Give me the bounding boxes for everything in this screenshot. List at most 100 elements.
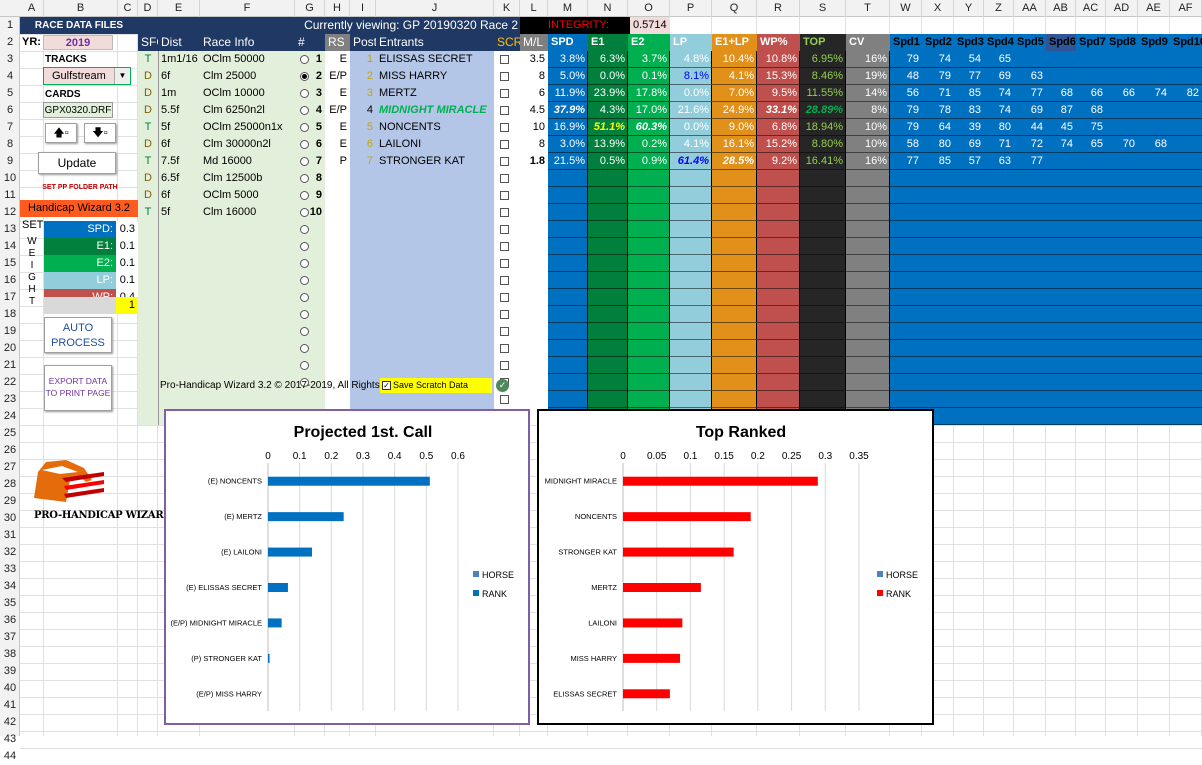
column-header-p[interactable]: P bbox=[670, 0, 712, 17]
move-up-button[interactable]: 🡅▫ bbox=[45, 123, 77, 143]
column-header-x[interactable]: X bbox=[922, 0, 954, 17]
scratch-checkbox-icon[interactable] bbox=[500, 344, 509, 353]
race-number[interactable]: 7 bbox=[315, 155, 322, 167]
row-header-15[interactable]: 15 bbox=[3, 257, 17, 269]
scratch-checkbox-icon[interactable] bbox=[500, 157, 509, 166]
column-header-h[interactable]: H bbox=[325, 0, 350, 17]
row-header-22[interactable]: 22 bbox=[3, 376, 17, 388]
auto-process-button[interactable]: AUTO PROCESS bbox=[44, 317, 112, 353]
ok-check-icon[interactable]: ✓ bbox=[496, 379, 509, 392]
weight-value-3[interactable]: 0.1 bbox=[116, 272, 138, 289]
race-radio-icon[interactable] bbox=[300, 293, 309, 302]
card-value[interactable]: GPX0320.DRF bbox=[43, 102, 113, 118]
update-button[interactable]: Update bbox=[38, 152, 116, 174]
row-header-4[interactable]: 4 bbox=[6, 70, 14, 82]
race-radio-icon[interactable] bbox=[300, 123, 309, 132]
race-radio-icon[interactable] bbox=[300, 259, 309, 268]
scratch-checkbox-icon[interactable] bbox=[500, 242, 509, 251]
row-header-17[interactable]: 17 bbox=[3, 291, 17, 303]
row-header-11[interactable]: 11 bbox=[4, 189, 16, 201]
row-header-26[interactable]: 26 bbox=[3, 444, 17, 456]
weight-value-0[interactable]: 0.3 bbox=[116, 221, 138, 238]
race-radio-icon[interactable] bbox=[300, 276, 309, 285]
scratch-checkbox-icon[interactable] bbox=[500, 55, 509, 64]
column-header-t[interactable]: T bbox=[846, 0, 890, 17]
column-header-f[interactable]: F bbox=[200, 0, 295, 17]
race-radio-icon[interactable] bbox=[300, 174, 309, 183]
row-header-38[interactable]: 38 bbox=[3, 648, 17, 660]
row-header-28[interactable]: 28 bbox=[3, 478, 17, 490]
row-header-2[interactable]: 2 bbox=[6, 36, 14, 48]
row-header-41[interactable]: 41 bbox=[3, 699, 17, 711]
set-pp-folder-button[interactable]: SET PP FOLDER PATH bbox=[42, 184, 118, 191]
row-header-32[interactable]: 32 bbox=[3, 546, 17, 558]
weight-value-1[interactable]: 0.1 bbox=[116, 238, 138, 255]
column-header-b[interactable]: B bbox=[44, 0, 118, 17]
row-header-24[interactable]: 24 bbox=[3, 410, 17, 422]
race-radio-icon[interactable] bbox=[300, 89, 309, 98]
row18-value[interactable]: 1 bbox=[116, 297, 138, 314]
column-header-ad[interactable]: AD bbox=[1106, 0, 1138, 17]
checkbox-checked-icon[interactable]: ✓ bbox=[382, 381, 391, 390]
scratch-checkbox-icon[interactable] bbox=[500, 225, 509, 234]
race-number[interactable]: 9 bbox=[315, 189, 322, 201]
row-header-14[interactable]: 14 bbox=[3, 240, 17, 252]
row-header-42[interactable]: 42 bbox=[3, 716, 17, 728]
race-number[interactable]: 1 bbox=[315, 53, 322, 65]
export-data-button[interactable]: EXPORT DATA TO PRINT PAGE bbox=[44, 365, 112, 411]
top-ranked-chart[interactable]: Top Ranked 0 0.05 0.1 0.15 0.2 0.25 0.3 0.35 MIDN… bbox=[537, 409, 934, 725]
scratch-checkbox-icon[interactable] bbox=[500, 293, 509, 302]
row-header-27[interactable]: 27 bbox=[3, 461, 17, 473]
race-number[interactable]: 2 bbox=[315, 70, 322, 82]
column-header-e[interactable]: E bbox=[158, 0, 200, 17]
race-number[interactable]: 3 bbox=[315, 87, 322, 99]
row-header-19[interactable]: 19 bbox=[3, 325, 17, 337]
scratch-checkbox-icon[interactable] bbox=[500, 259, 509, 268]
race-radio-icon[interactable] bbox=[300, 55, 309, 64]
row-header-37[interactable]: 37 bbox=[3, 631, 17, 643]
race-radio-icon[interactable] bbox=[300, 361, 309, 370]
scratch-checkbox-icon[interactable] bbox=[500, 276, 509, 285]
row-header-9[interactable]: 9 bbox=[6, 155, 14, 167]
scratch-checkbox-icon[interactable] bbox=[500, 191, 509, 200]
race-radio-icon[interactable] bbox=[300, 208, 309, 217]
column-header-n[interactable]: N bbox=[588, 0, 628, 17]
column-header-c[interactable]: C bbox=[118, 0, 138, 17]
move-down-button[interactable]: 🡇▫ bbox=[84, 123, 116, 143]
row-header-7[interactable]: 7 bbox=[6, 121, 14, 133]
column-header-j[interactable]: J bbox=[376, 0, 494, 17]
row-header-29[interactable]: 29 bbox=[3, 495, 17, 507]
row-header-1[interactable]: 1 bbox=[6, 19, 14, 31]
scratch-checkbox-icon[interactable] bbox=[500, 395, 509, 404]
column-header-o[interactable]: O bbox=[628, 0, 670, 17]
row-header-31[interactable]: 31 bbox=[3, 529, 17, 541]
scratch-checkbox-icon[interactable] bbox=[500, 140, 509, 149]
race-radio-icon[interactable] bbox=[300, 344, 309, 353]
row-header-13[interactable]: 13 bbox=[3, 223, 17, 235]
row-header-30[interactable]: 30 bbox=[3, 512, 17, 524]
race-radio-icon[interactable] bbox=[300, 157, 309, 166]
scratch-checkbox-icon[interactable] bbox=[500, 72, 509, 81]
column-header-i[interactable]: I bbox=[350, 0, 376, 17]
column-header-g[interactable]: G bbox=[295, 0, 325, 17]
column-header-af[interactable]: AF bbox=[1170, 0, 1202, 17]
scratch-checkbox-icon[interactable] bbox=[500, 310, 509, 319]
race-radio-icon[interactable] bbox=[300, 378, 309, 387]
race-number[interactable]: 4 bbox=[315, 104, 322, 116]
track-select[interactable]: Gulfstream ▼ bbox=[43, 67, 131, 85]
row-header-23[interactable]: 23 bbox=[3, 393, 17, 405]
race-radio-icon[interactable] bbox=[300, 225, 309, 234]
race-radio-icon[interactable] bbox=[300, 310, 309, 319]
column-header-l[interactable]: L bbox=[520, 0, 548, 17]
scratch-checkbox-icon[interactable] bbox=[500, 89, 509, 98]
yr-value[interactable]: 2019 bbox=[43, 35, 113, 50]
row-header-12[interactable]: 12 bbox=[3, 206, 17, 218]
row-header-5[interactable]: 5 bbox=[6, 87, 14, 99]
column-header-m[interactable]: M bbox=[548, 0, 588, 17]
column-header-ab[interactable]: AB bbox=[1046, 0, 1076, 17]
column-header-a[interactable]: A bbox=[20, 0, 44, 17]
column-header-z[interactable]: Z bbox=[984, 0, 1014, 17]
row-header-25[interactable]: 25 bbox=[3, 427, 17, 439]
save-scratch-toggle[interactable]: ✓ Save Scratch Data bbox=[380, 378, 492, 393]
race-number[interactable]: 5 bbox=[315, 121, 322, 133]
